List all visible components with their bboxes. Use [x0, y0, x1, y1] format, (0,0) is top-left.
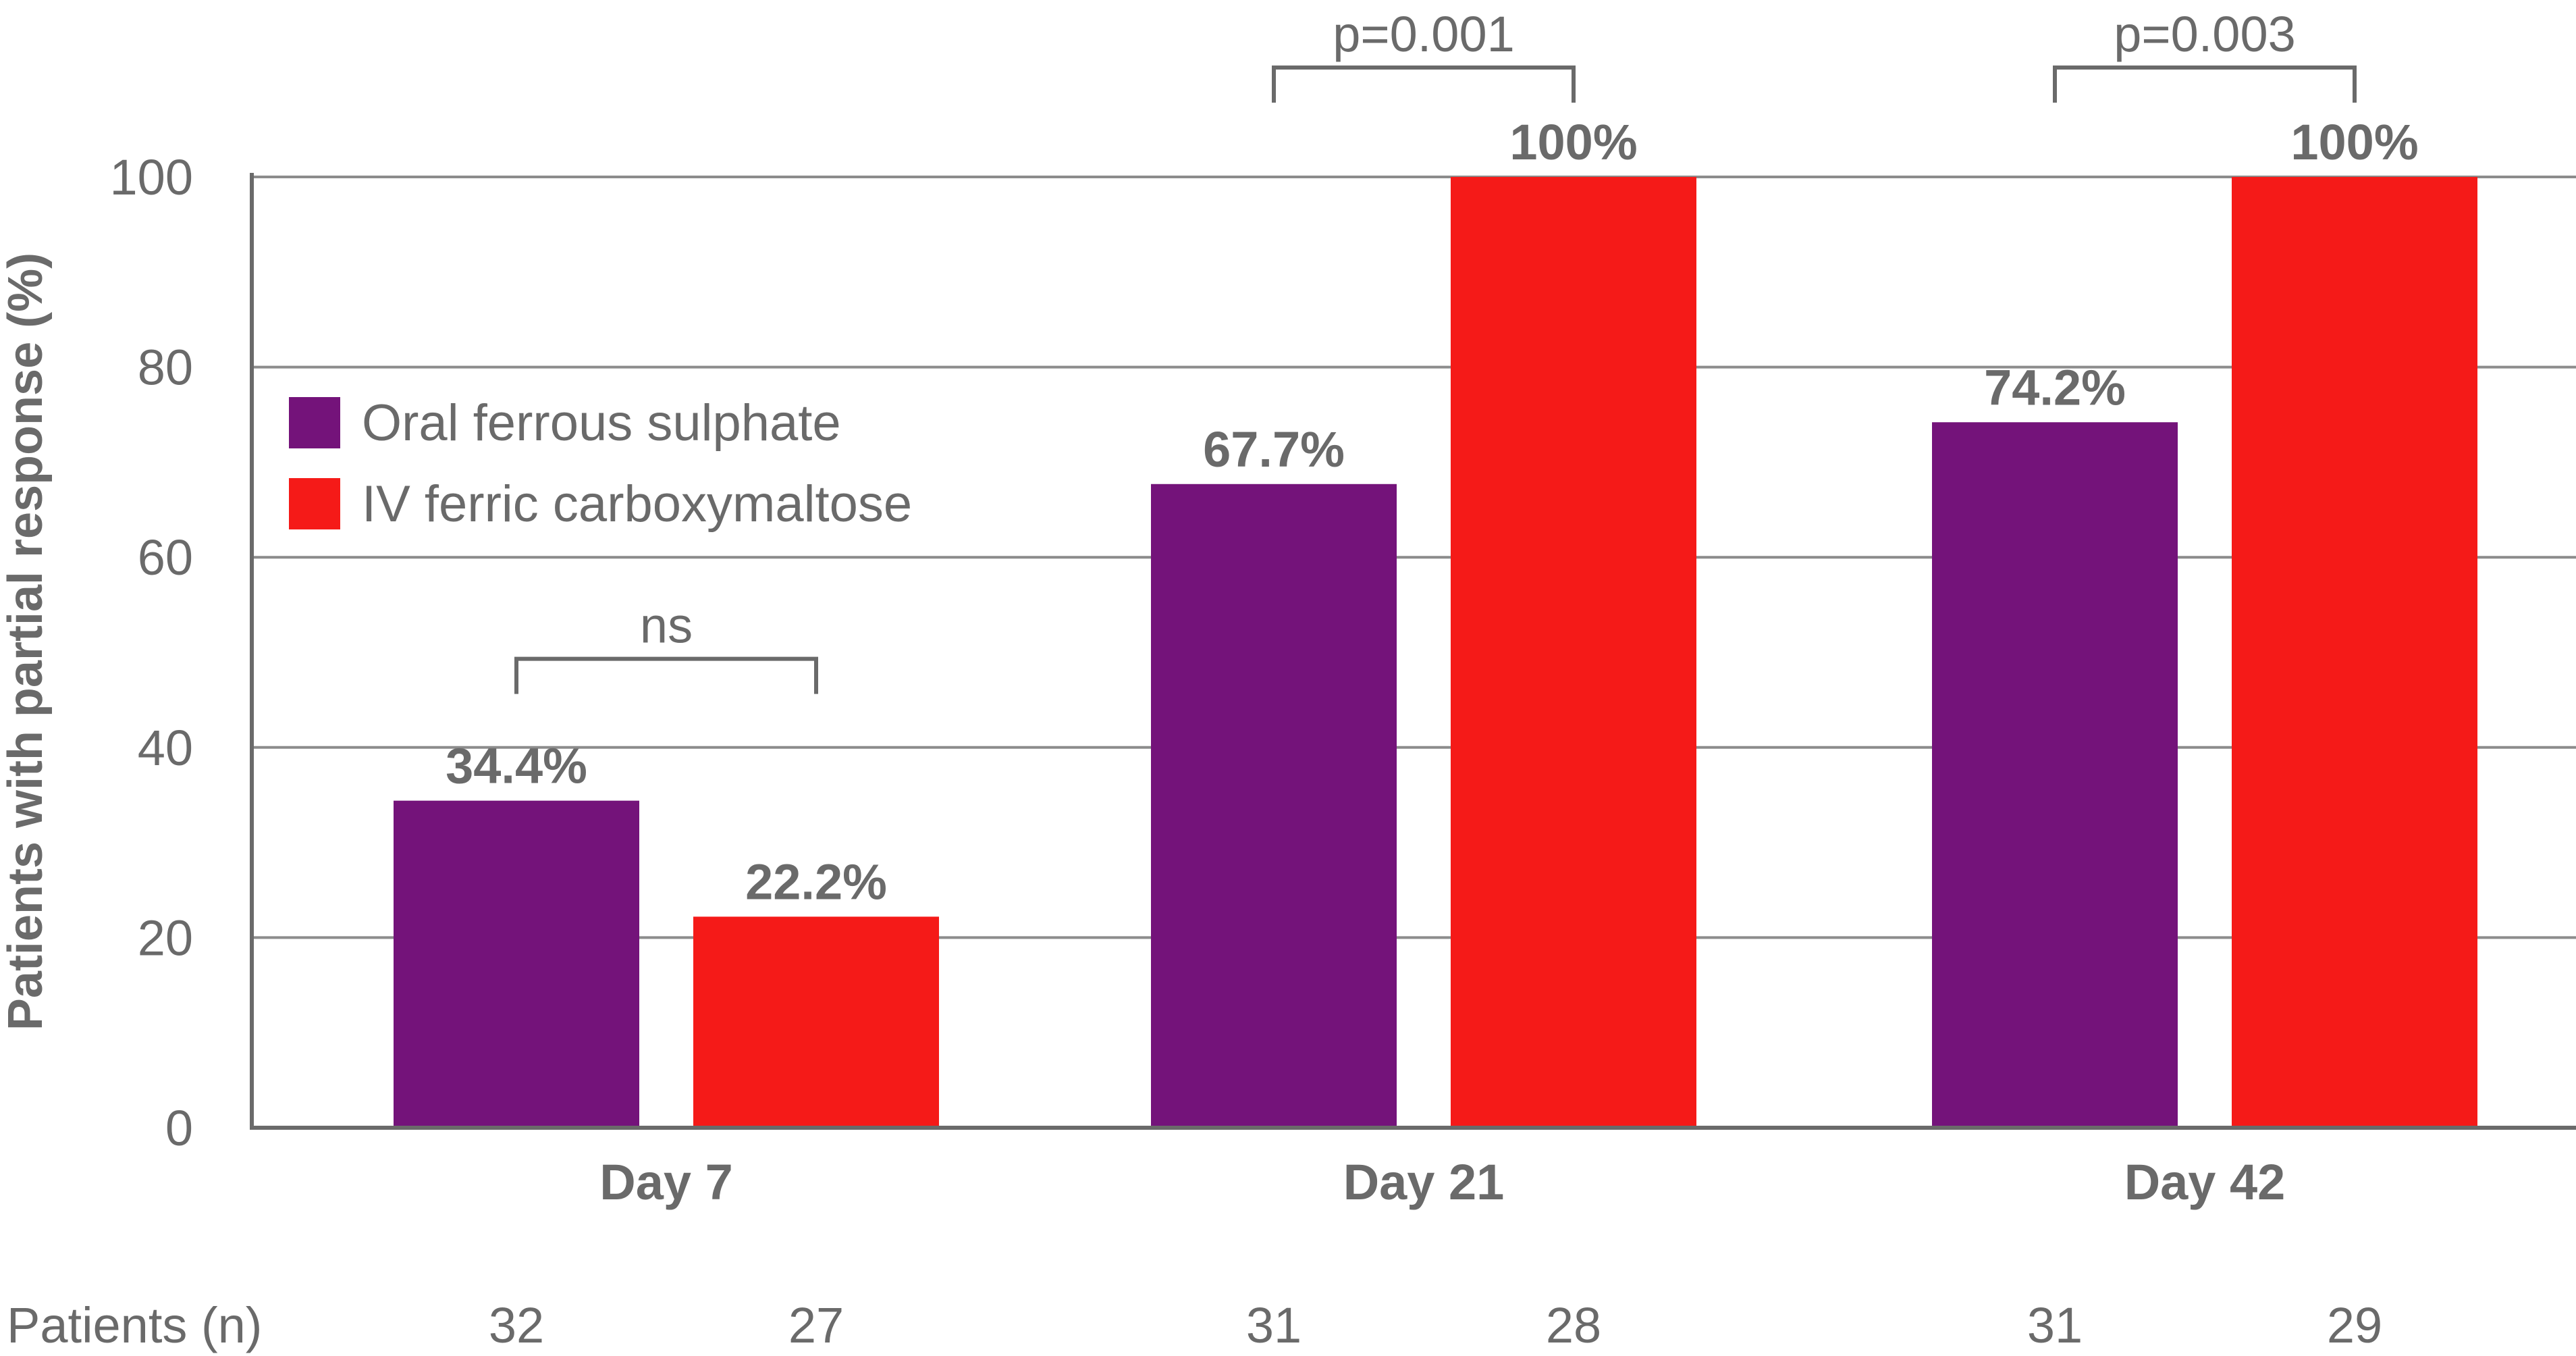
bar-iv-2 [1451, 177, 1696, 1128]
patients-n-iv-3: 29 [2327, 1297, 2382, 1353]
legend-label-oral: Oral ferrous sulphate [362, 394, 841, 452]
bar-oral-2 [1151, 484, 1397, 1128]
legend-label-iv: IV ferric carboxymaltose [362, 475, 912, 533]
data-label-oral-3: 74.2% [1984, 359, 2126, 415]
comparison-label-3: p=0.003 [2114, 6, 2296, 62]
significance-brackets: ns p=0.001 p=0.003 [514, 6, 2357, 694]
y-tick-80: 80 [138, 340, 193, 396]
bars [394, 177, 2477, 1128]
y-tick-60: 60 [138, 529, 193, 585]
x-category-3: Day 42 [2124, 1154, 2286, 1210]
data-label-iv-1: 22.2% [745, 854, 887, 910]
legend-swatch-oral [289, 397, 340, 448]
bracket-1 [514, 656, 818, 694]
comparison-label-2: p=0.001 [1333, 6, 1515, 62]
patients-n-label: Patients (n) [7, 1297, 262, 1353]
comparison-label-1: ns [640, 598, 693, 654]
bar-oral-3 [1932, 422, 2178, 1128]
bar-iv-3 [2232, 177, 2477, 1128]
patients-n-oral-2: 31 [1246, 1297, 1302, 1353]
data-label-iv-2: 100% [1509, 114, 1637, 170]
bar-oral-1 [394, 800, 639, 1128]
patients-n-row: Patients (n) 32 27 31 28 31 29 [7, 1297, 2382, 1353]
y-tick-20: 20 [138, 910, 193, 966]
grid-lines [252, 176, 2576, 939]
bracket-2 [1272, 66, 1576, 103]
x-category-1: Day 7 [599, 1154, 732, 1210]
data-label-iv-3: 100% [2290, 114, 2418, 170]
bracket-3 [2053, 66, 2357, 103]
data-label-oral-2: 67.7% [1203, 421, 1345, 477]
legend-swatch-iv [289, 478, 340, 529]
y-axis-label: Patients with partial response (%) [0, 253, 53, 1031]
y-tick-40: 40 [138, 720, 193, 776]
axes [250, 173, 2576, 1130]
y-axis-ticks: 0 20 40 60 80 100 [110, 149, 193, 1156]
y-tick-100: 100 [110, 149, 193, 205]
data-labels: 34.4% 22.2% 67.7% 100% 74.2% 100% [446, 114, 2419, 910]
x-category-2: Day 21 [1343, 1154, 1505, 1210]
patients-n-iv-2: 28 [1546, 1297, 1601, 1353]
x-axis-categories: Day 7 Day 21 Day 42 [599, 1154, 2285, 1210]
patients-n-oral-1: 32 [489, 1297, 544, 1353]
bar-iv-1 [693, 916, 939, 1128]
y-tick-0: 0 [165, 1100, 193, 1156]
legend: Oral ferrous sulphate IV ferric carboxym… [289, 394, 912, 533]
patients-n-oral-3: 31 [2027, 1297, 2083, 1353]
patients-n-iv-1: 27 [788, 1297, 844, 1353]
data-label-oral-1: 34.4% [446, 738, 587, 794]
